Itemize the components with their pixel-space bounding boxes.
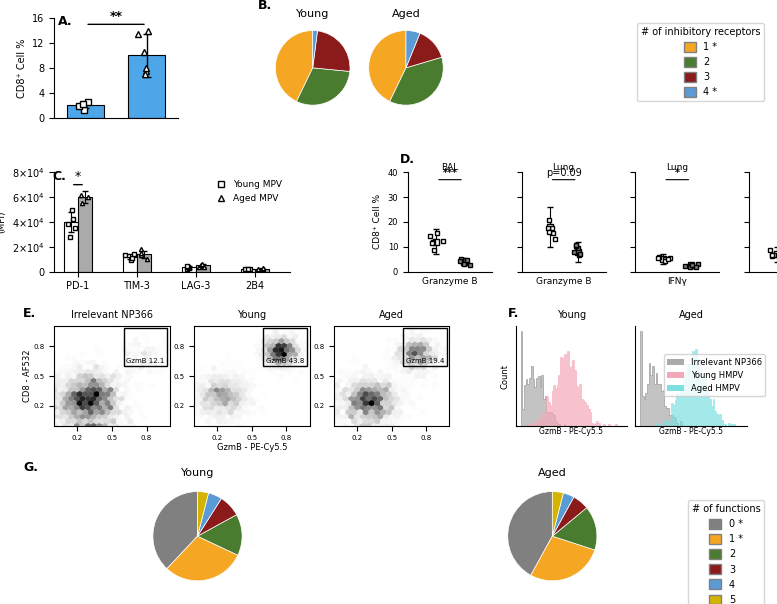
Bar bbox=[255, 269, 269, 272]
Text: p=0.09: p=0.09 bbox=[545, 169, 581, 178]
Bar bbox=[128, 56, 166, 118]
Wedge shape bbox=[153, 492, 197, 569]
Wedge shape bbox=[390, 57, 443, 105]
Title: Young: Young bbox=[237, 310, 267, 320]
X-axis label: GzmB - PE-Cy5.5: GzmB - PE-Cy5.5 bbox=[217, 443, 287, 452]
Bar bbox=[67, 105, 103, 118]
Text: E.: E. bbox=[23, 307, 37, 320]
Wedge shape bbox=[167, 536, 238, 581]
Text: GzmB 19.4: GzmB 19.4 bbox=[406, 358, 444, 364]
Text: A.: A. bbox=[57, 15, 72, 28]
Wedge shape bbox=[406, 31, 420, 68]
Legend: Young MPV, Aged MPV: Young MPV, Aged MPV bbox=[208, 177, 286, 207]
Title: Young: Young bbox=[181, 468, 214, 478]
Text: G.: G. bbox=[23, 461, 38, 474]
Text: *: * bbox=[75, 170, 81, 183]
Title: Aged: Aged bbox=[678, 310, 703, 320]
X-axis label: GzmB - PE-Cy5.5: GzmB - PE-Cy5.5 bbox=[539, 427, 604, 436]
Text: F.: F. bbox=[507, 307, 519, 320]
Title: Aged: Aged bbox=[538, 468, 566, 478]
Text: GzmB 43.8: GzmB 43.8 bbox=[266, 358, 304, 364]
X-axis label: Granzyme B: Granzyme B bbox=[422, 277, 478, 286]
Wedge shape bbox=[197, 493, 221, 536]
Wedge shape bbox=[197, 515, 242, 555]
Title: Lung: Lung bbox=[552, 163, 575, 172]
Wedge shape bbox=[297, 68, 350, 105]
Title: Lung: Lung bbox=[666, 163, 688, 172]
Wedge shape bbox=[406, 33, 441, 68]
Bar bbox=[196, 265, 210, 272]
Bar bbox=[182, 268, 196, 272]
Text: GzmB 12.1: GzmB 12.1 bbox=[126, 358, 164, 364]
Wedge shape bbox=[531, 536, 594, 581]
Title: Young: Young bbox=[557, 310, 586, 320]
Wedge shape bbox=[552, 492, 563, 536]
X-axis label: GzmB - PE-Cy5.5: GzmB - PE-Cy5.5 bbox=[659, 427, 723, 436]
Wedge shape bbox=[552, 493, 573, 536]
Bar bbox=[403, 329, 447, 366]
Polygon shape bbox=[640, 349, 742, 426]
Polygon shape bbox=[521, 350, 622, 426]
Legend: 0 *, 1 *, 2, 3, 4, 5: 0 *, 1 *, 2, 3, 4, 5 bbox=[688, 500, 765, 604]
Y-axis label: CD8⁺ Cell %: CD8⁺ Cell % bbox=[17, 38, 26, 97]
Text: B.: B. bbox=[258, 0, 273, 12]
Y-axis label: Count: Count bbox=[501, 364, 510, 388]
Polygon shape bbox=[521, 331, 622, 426]
Bar bbox=[241, 269, 255, 272]
Bar bbox=[263, 329, 307, 366]
Wedge shape bbox=[197, 492, 208, 536]
Y-axis label: CD8 - AF532: CD8 - AF532 bbox=[23, 350, 32, 402]
Wedge shape bbox=[368, 31, 406, 101]
Title: Aged: Aged bbox=[392, 9, 420, 19]
Text: ***: *** bbox=[443, 169, 458, 178]
Text: *: * bbox=[674, 169, 680, 178]
Wedge shape bbox=[312, 31, 350, 71]
Wedge shape bbox=[312, 31, 318, 68]
Bar bbox=[123, 257, 137, 272]
Wedge shape bbox=[507, 492, 552, 575]
Title: BAL: BAL bbox=[441, 163, 458, 172]
Wedge shape bbox=[275, 31, 312, 101]
Wedge shape bbox=[552, 497, 587, 536]
Text: **: ** bbox=[110, 10, 123, 23]
Text: C.: C. bbox=[52, 170, 66, 183]
Bar bbox=[137, 254, 151, 272]
Wedge shape bbox=[552, 508, 597, 550]
Legend: 1 *, 2, 3, 4 *: 1 *, 2, 3, 4 * bbox=[637, 23, 765, 101]
Bar bbox=[78, 197, 92, 272]
Title: Young: Young bbox=[296, 9, 329, 19]
Title: Aged: Aged bbox=[379, 310, 404, 320]
Bar bbox=[64, 222, 78, 272]
Title: Irrelevant NP366: Irrelevant NP366 bbox=[71, 310, 153, 320]
X-axis label: Granzyme B: Granzyme B bbox=[536, 277, 591, 286]
Text: D.: D. bbox=[400, 153, 415, 166]
Polygon shape bbox=[640, 331, 742, 426]
Bar bbox=[124, 329, 167, 366]
Wedge shape bbox=[197, 498, 236, 536]
Legend: Irrelevant NP366, Young HMPV, Aged HMPV: Irrelevant NP366, Young HMPV, Aged HMPV bbox=[664, 355, 765, 396]
Y-axis label: Mean Fluorescence Intensity
(MFI): Mean Fluorescence Intensity (MFI) bbox=[0, 157, 6, 287]
Y-axis label: CD8⁺ Cell %: CD8⁺ Cell % bbox=[373, 194, 382, 249]
X-axis label: IFNγ: IFNγ bbox=[667, 277, 687, 286]
